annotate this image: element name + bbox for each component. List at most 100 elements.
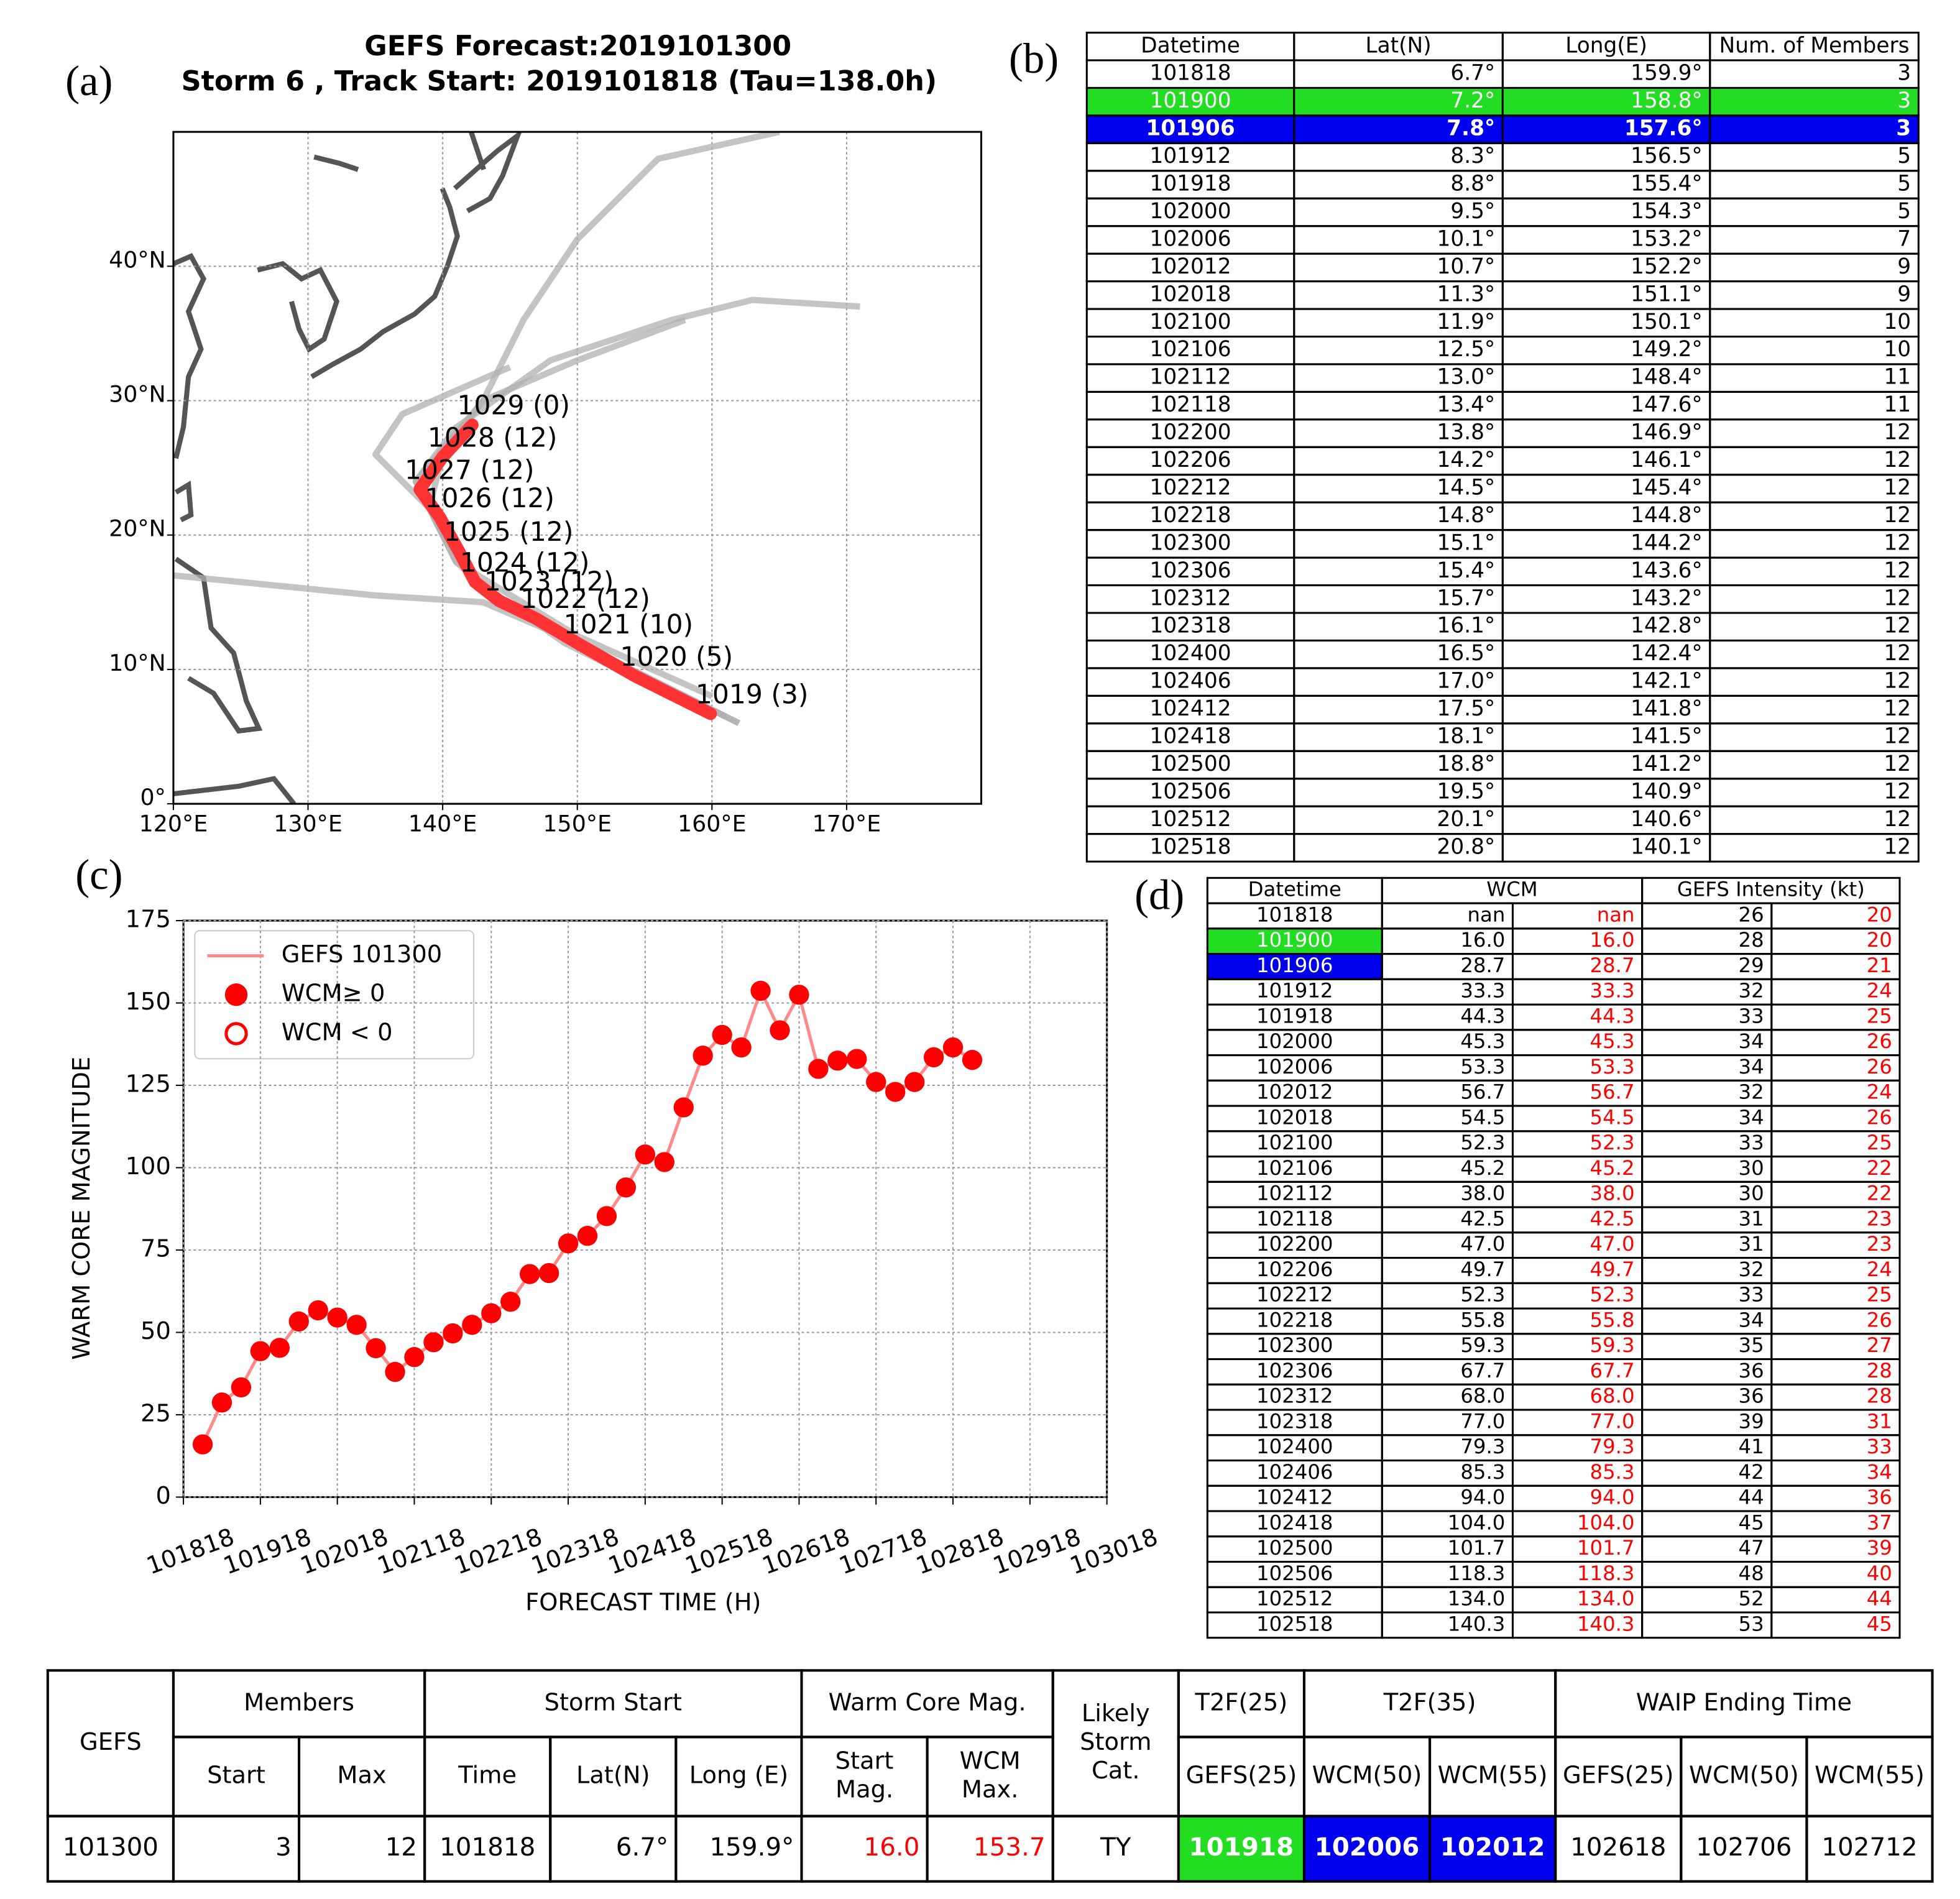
table-text: 18.1°	[1437, 724, 1496, 749]
data-point	[827, 1051, 848, 1071]
table-text: 15.7°	[1437, 586, 1496, 610]
table-text: 102112	[1256, 1182, 1333, 1205]
table-text: 102506	[1256, 1561, 1333, 1585]
table-text: 101818	[439, 1832, 535, 1862]
table-text: 20	[1867, 928, 1892, 952]
track-label: 1020 (5)	[620, 642, 734, 673]
data-point	[538, 1262, 559, 1284]
y-tick-label: 20°N	[109, 515, 166, 542]
table-text: 59.3	[1460, 1333, 1505, 1357]
data-point	[615, 1177, 637, 1198]
table-text: 45	[1867, 1612, 1892, 1635]
track-label: 1027 (12)	[405, 455, 535, 485]
track-label: 1024 (12)	[460, 548, 590, 579]
table-text: 34	[1867, 1460, 1892, 1484]
table-text: 10.1°	[1437, 226, 1496, 251]
table-text: 33	[1867, 1435, 1892, 1458]
table-text: 47.0	[1590, 1232, 1635, 1256]
table-text: 102106	[1149, 337, 1231, 362]
table-text: Storm Start	[545, 1688, 682, 1716]
table-text: Max	[337, 1762, 386, 1790]
y-tick-label: 0°	[140, 784, 165, 811]
table-text: 32	[1739, 1080, 1764, 1104]
data-point	[519, 1264, 540, 1284]
table-text: WCM	[960, 1747, 1021, 1775]
track-label: 1026 (12)	[425, 484, 555, 514]
table-text: 42.5	[1460, 1207, 1505, 1230]
table-text: 102412	[1149, 696, 1231, 721]
table-text: T2F(35)	[1383, 1688, 1476, 1716]
data-point	[962, 1050, 983, 1070]
table-text: 102000	[1149, 199, 1231, 224]
table-text: Datetime	[1141, 33, 1240, 58]
table-text: 24	[1867, 1080, 1892, 1104]
y-tick-label: 40°N	[109, 246, 166, 273]
table-text: 15.4°	[1437, 558, 1496, 583]
table-text: 102106	[1256, 1156, 1333, 1180]
cell-fill	[1294, 88, 1503, 116]
track-label: 1023 (12)	[484, 567, 614, 597]
table-text: 102306	[1256, 1359, 1333, 1382]
y-tick-label: 125	[126, 1070, 171, 1098]
table-text: 48	[1739, 1561, 1764, 1585]
table-text: 77.0	[1460, 1409, 1505, 1433]
map-area	[173, 132, 982, 804]
table-text: 26	[1867, 1105, 1892, 1129]
data-point	[673, 1097, 694, 1118]
data-point	[481, 1303, 502, 1323]
table-text: 59.3	[1590, 1333, 1635, 1357]
data-point	[462, 1315, 482, 1335]
table-text: 141.8°	[1631, 696, 1703, 721]
table-text: Storm	[1080, 1728, 1151, 1756]
table-text: 45.3	[1460, 1029, 1505, 1053]
y-axis-label: WARM CORE MAGNITUDE	[68, 1057, 96, 1360]
table-text: 53.3	[1460, 1055, 1505, 1078]
table-text: 101918	[1256, 1004, 1333, 1028]
table-text: 153.7	[973, 1832, 1046, 1862]
table-text: 102118	[1256, 1207, 1333, 1230]
legend-label: GEFS 101300	[282, 940, 442, 968]
table-text: 159.9°	[1631, 61, 1703, 86]
table-text: nan	[1597, 903, 1635, 926]
table-text: 40	[1867, 1561, 1892, 1585]
table-text: 14.8°	[1437, 503, 1496, 528]
table-text: 20.8°	[1437, 834, 1496, 859]
table-text: 101906	[1146, 116, 1235, 141]
data-point	[635, 1144, 656, 1165]
table-text: 44.3	[1460, 1004, 1505, 1028]
table-text: 102100	[1149, 310, 1231, 334]
table-text: 52.3	[1590, 1283, 1635, 1307]
table-text: GEFS(25)	[1563, 1762, 1674, 1790]
track-label: 1028 (12)	[428, 423, 558, 454]
table-text: 28	[1867, 1384, 1892, 1408]
table-text: 39	[1867, 1536, 1892, 1560]
table-text: 102012	[1256, 1080, 1333, 1104]
coastline	[313, 154, 359, 172]
table-text: 102118	[1149, 392, 1231, 417]
table-text: 9	[1897, 282, 1911, 306]
table-text: 134.0	[1448, 1587, 1506, 1611]
x-tick-label: 140°E	[408, 810, 477, 837]
table-text: nan	[1468, 903, 1506, 926]
table-text: 101918	[1149, 172, 1231, 196]
table-text: 140.3	[1577, 1612, 1635, 1635]
table-text: 142.1°	[1631, 669, 1703, 694]
x-tick-label: 150°E	[543, 810, 612, 837]
y-tick-label: 100	[126, 1152, 171, 1180]
legend-label: WCM < 0	[282, 1018, 393, 1046]
table-cell	[1709, 833, 1920, 863]
table-text: 42.5	[1590, 1207, 1635, 1230]
table-text: 102218	[1149, 503, 1231, 528]
table-text: 16.0	[864, 1832, 920, 1862]
data-point	[443, 1323, 463, 1344]
data-point	[750, 980, 771, 1001]
table-text: 54.5	[1460, 1105, 1505, 1129]
table-text: 3	[275, 1832, 292, 1862]
table-text: WCM(50)	[1689, 1762, 1799, 1790]
table-text: 27	[1867, 1333, 1892, 1357]
data-point	[500, 1292, 521, 1312]
table-text: 68.0	[1590, 1384, 1635, 1408]
y-tick-label: 75	[140, 1235, 171, 1262]
table-text: 141.2°	[1631, 752, 1703, 776]
y-tick-label: 0	[155, 1482, 170, 1510]
